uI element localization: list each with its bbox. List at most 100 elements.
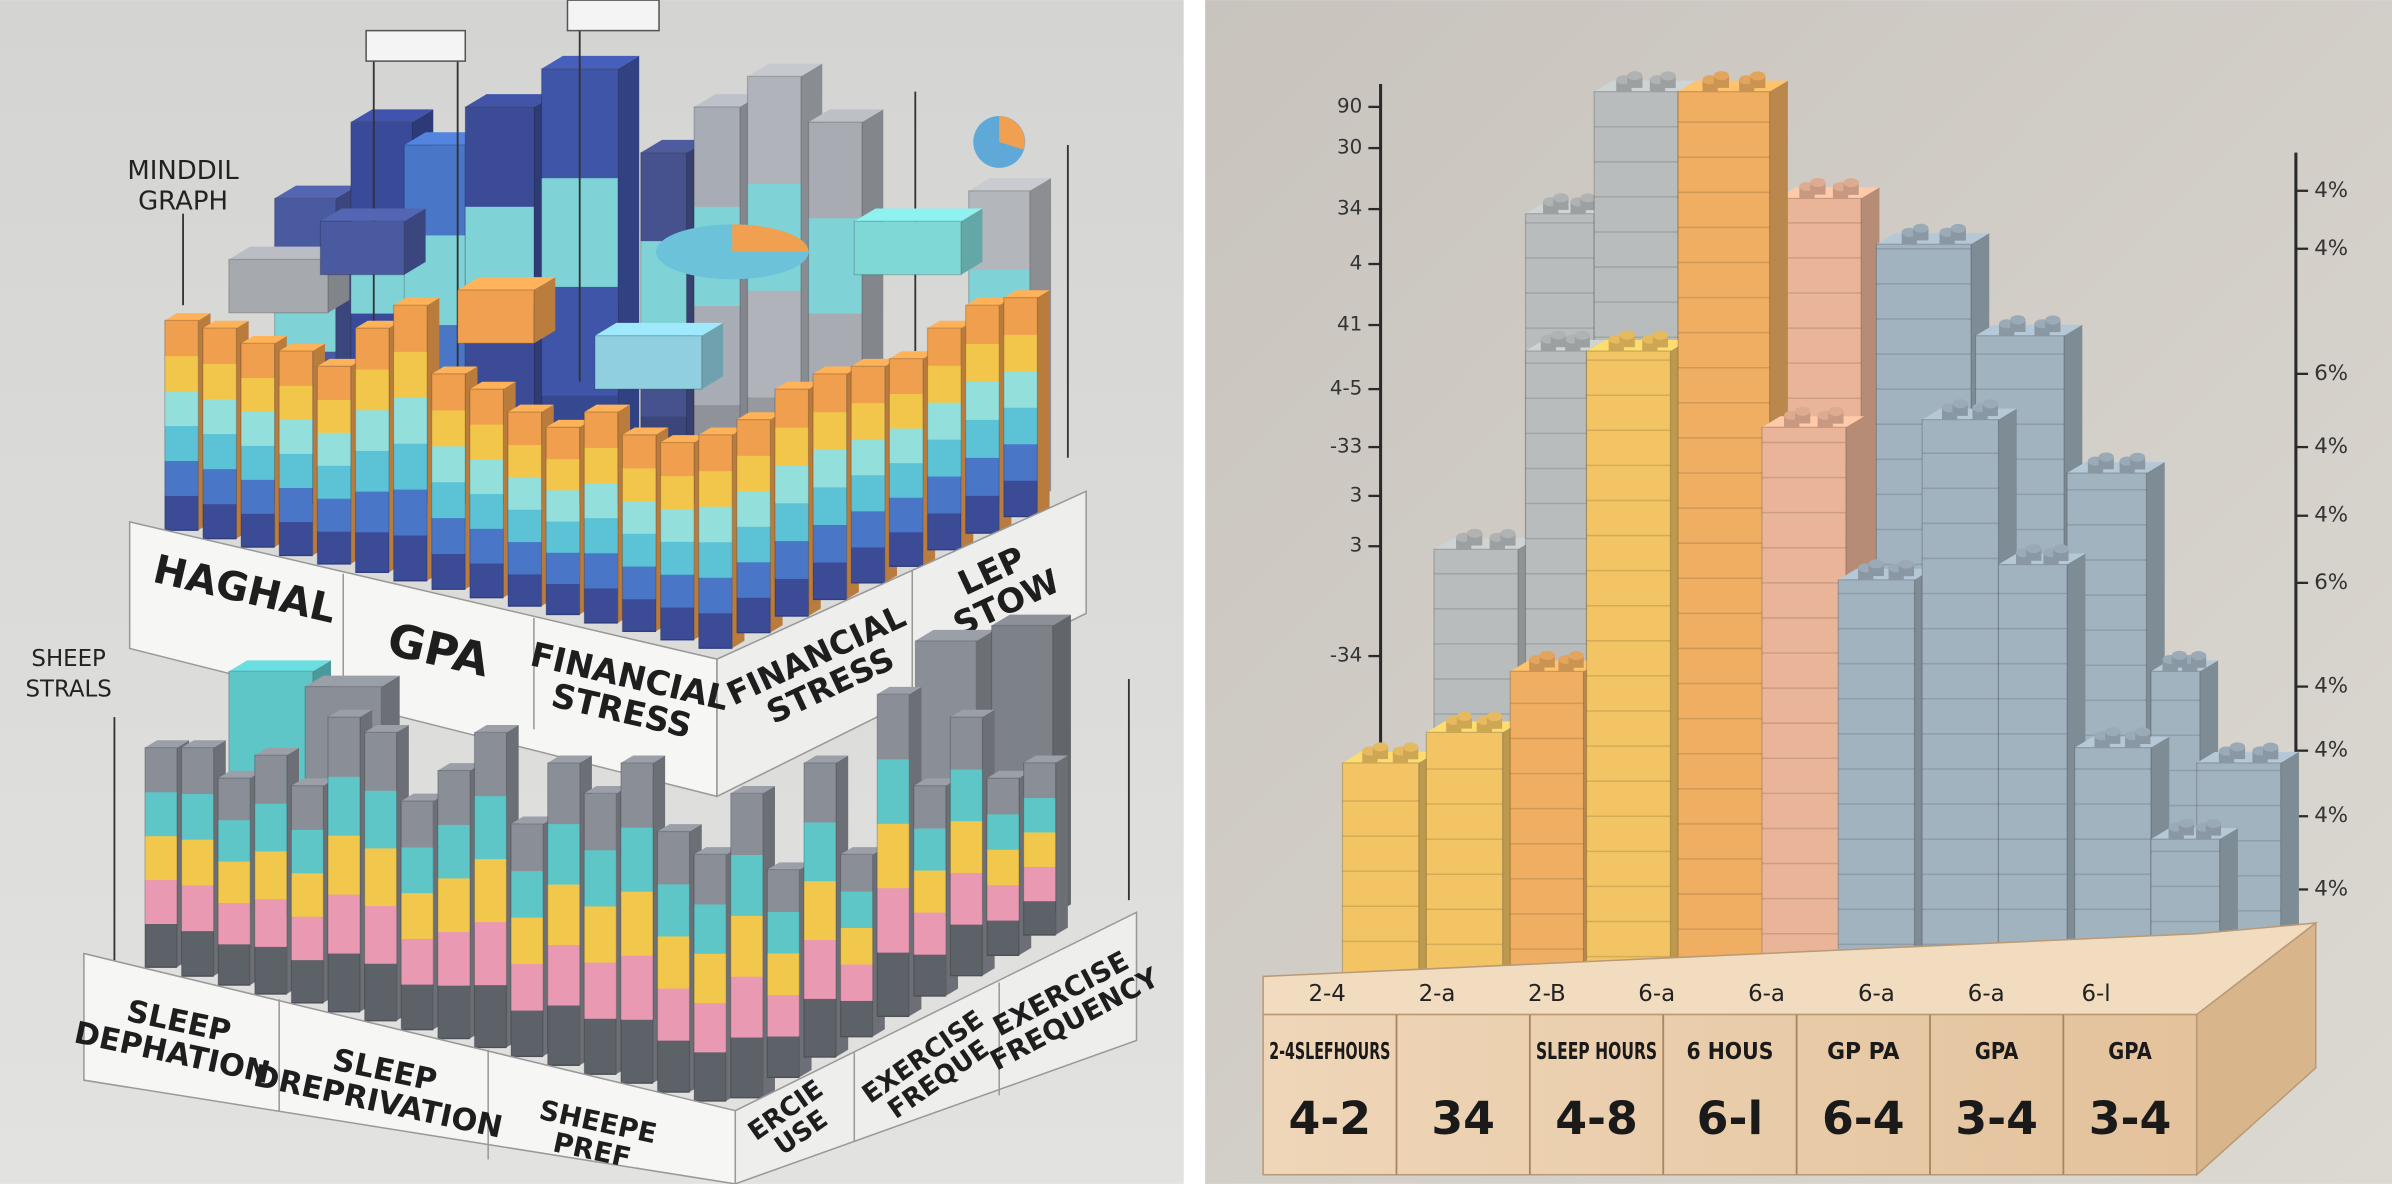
- stud-top: [1810, 177, 1826, 188]
- block-band: [927, 475, 962, 514]
- block-band: [507, 541, 542, 575]
- block-band: [698, 612, 733, 649]
- block-face: [228, 259, 328, 313]
- block-top: [1678, 80, 1788, 92]
- stud-top: [2135, 727, 2151, 737]
- block-side: [2280, 751, 2299, 946]
- block-band: [511, 916, 544, 965]
- block-band: [164, 495, 199, 531]
- block-band: [547, 762, 580, 825]
- block-top: [730, 786, 775, 794]
- base-cell-big: 3-4: [1955, 1092, 2038, 1145]
- left-axis-label: 3: [1350, 534, 1363, 557]
- block-band: [401, 938, 434, 985]
- block-band: [767, 911, 800, 954]
- block-band: [913, 869, 946, 913]
- block-band: [584, 482, 618, 519]
- block-band: [202, 328, 237, 364]
- block-band: [808, 217, 862, 314]
- block-top: [640, 139, 708, 153]
- block-band: [660, 508, 695, 542]
- stud-top: [1372, 742, 1389, 752]
- block-band: [469, 493, 504, 529]
- block-outline: [164, 319, 199, 531]
- block-band: [813, 373, 847, 413]
- block-band: [620, 890, 653, 956]
- block-top: [350, 109, 434, 123]
- block-band: [584, 447, 618, 484]
- block-band: [694, 1051, 727, 1102]
- block-band: [813, 524, 847, 563]
- block-outline: [547, 762, 581, 1066]
- block-top: [1975, 324, 2083, 336]
- block-band: [1003, 479, 1038, 518]
- block-outline: [400, 800, 434, 1031]
- block-outline: [620, 762, 654, 1084]
- block-band: [774, 389, 809, 428]
- block-band: [950, 768, 983, 822]
- block-band: [291, 872, 324, 917]
- block-band: [164, 320, 199, 357]
- right-panel: 90 30 34 4 41 4-5 -33 3 3 -34 4% 4% 6% 4% 4% 6% 4% 4% 4% 4%…: [1262, 71, 2348, 1177]
- title-line: MINDDIL: [127, 155, 239, 185]
- block-top: [736, 412, 783, 420]
- block-band: [474, 795, 507, 860]
- block-band: [694, 854, 727, 905]
- block-band: [660, 541, 695, 575]
- block-band: [393, 397, 428, 444]
- block-band: [950, 872, 983, 925]
- block-band: [657, 1039, 690, 1093]
- right-axis-label: 4%: [2314, 876, 2348, 901]
- block-top: [698, 427, 745, 435]
- block-band: [813, 486, 847, 525]
- block-outline: [202, 327, 238, 540]
- block-band: [431, 373, 466, 411]
- block-band: [401, 800, 434, 848]
- block-band: [401, 846, 434, 894]
- block-top: [364, 725, 409, 733]
- block-top: [694, 94, 762, 107]
- block-band: [364, 962, 397, 1022]
- block-top: [279, 343, 325, 351]
- block-band: [698, 470, 733, 507]
- stud-top: [2053, 544, 2069, 554]
- block-band: [694, 106, 740, 207]
- block-face: [1586, 350, 1671, 992]
- block-band: [877, 887, 910, 953]
- pie-icon-slice: [999, 116, 1025, 150]
- block-band: [279, 487, 313, 523]
- block-band: [889, 393, 923, 429]
- block-band: [241, 343, 275, 379]
- block-band: [987, 919, 1020, 957]
- block-band: [774, 578, 809, 617]
- block-side: [1037, 290, 1050, 517]
- annotation-tag: [566, 0, 660, 32]
- block-top: [584, 404, 631, 412]
- block-band: [291, 829, 324, 874]
- base-cell-small: GPA: [2108, 1039, 2152, 1065]
- block-outline: [319, 220, 405, 276]
- block-outline: [1023, 762, 1057, 936]
- block-band: [547, 944, 580, 1006]
- stud-top: [1913, 223, 1929, 233]
- block-band: [730, 854, 763, 916]
- block-band: [913, 953, 946, 997]
- block-band: [218, 778, 251, 821]
- block-band: [393, 305, 428, 352]
- block-band: [546, 427, 580, 460]
- block-band: [144, 791, 177, 837]
- block-band: [241, 513, 275, 548]
- block-outline: [180, 746, 215, 977]
- block-band: [851, 546, 885, 584]
- block-band: [437, 824, 470, 879]
- stud-top: [1982, 399, 1998, 409]
- block-top: [915, 629, 995, 641]
- stud-top: [2229, 742, 2246, 752]
- block-band: [144, 747, 177, 793]
- right-axis-label: 4%: [2314, 178, 2348, 203]
- block-band: [877, 951, 910, 1018]
- side-label-line: STRALS: [25, 676, 111, 702]
- block-band: [584, 587, 618, 624]
- block-band: [774, 502, 809, 542]
